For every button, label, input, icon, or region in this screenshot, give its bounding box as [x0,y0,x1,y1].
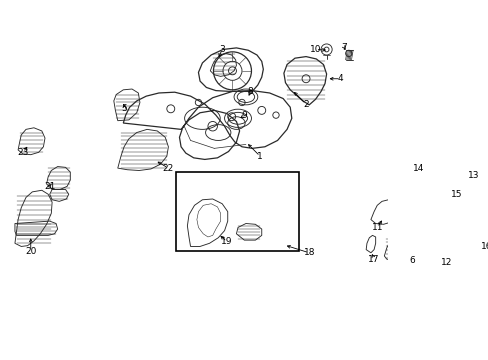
Bar [176,172,298,251]
Text: 12: 12 [440,258,451,267]
Text: 1: 1 [257,152,263,161]
Text: 17: 17 [367,255,379,264]
Text: 16: 16 [480,242,488,251]
Text: 5: 5 [121,104,127,113]
Text: 22: 22 [163,164,174,173]
Text: 9: 9 [241,111,247,120]
Text: 7: 7 [341,42,346,51]
Text: 8: 8 [247,87,253,96]
Text: 4: 4 [337,74,343,83]
Text: 18: 18 [303,248,314,257]
Text: 6: 6 [408,256,414,265]
Text: 13: 13 [467,171,479,180]
Text: 15: 15 [449,190,461,199]
Text: 21: 21 [44,182,55,191]
Text: 19: 19 [221,237,232,246]
Text: 3: 3 [219,45,224,54]
Text: 14: 14 [412,164,423,173]
Text: 2: 2 [303,100,308,109]
Text: 10: 10 [309,45,321,54]
Text: 23: 23 [17,148,28,157]
Text: 11: 11 [371,223,382,232]
Text: 20: 20 [25,247,37,256]
